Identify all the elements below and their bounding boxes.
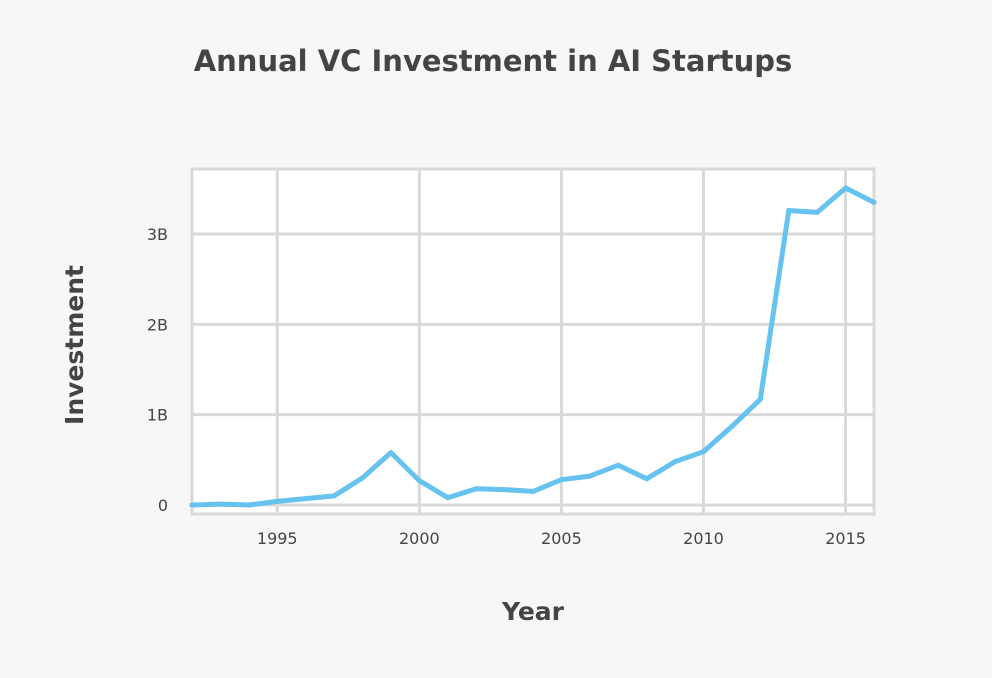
data-point [558,477,564,483]
data-point [416,478,422,484]
data-point [303,496,309,502]
x-tick-label: 1995 [257,529,298,548]
data-point [217,501,223,507]
x-tick-labels: 1995 2000 2005 2010 2015 [257,529,866,548]
data-point [530,488,536,494]
data-point [672,459,678,465]
data-point [729,423,735,429]
data-point [445,495,451,501]
chart-title: Annual VC Investment in AI Startups [194,44,793,78]
data-point [587,473,593,479]
x-tick-label: 2000 [399,529,440,548]
y-tick-label: 0 [158,496,168,515]
plot-area [190,167,876,516]
data-point [757,396,763,402]
x-tick-label: 2005 [541,529,582,548]
data-point [502,487,508,493]
data-point [189,502,195,508]
y-tick-label: 3B [147,225,168,244]
data-point [786,208,792,214]
data-point [331,493,337,499]
series-layer [189,185,877,508]
y-tick-labels: 0 1B 2B 3B [147,225,168,515]
y-tick-label: 2B [147,315,168,334]
data-point [814,209,820,215]
data-point [246,502,252,508]
y-axis-title: Investment [60,265,89,425]
x-axis-title: Year [501,597,565,626]
x-tick-label: 2015 [825,529,866,548]
data-point [388,450,394,456]
data-point [274,498,280,504]
x-tick-label: 2010 [683,529,724,548]
x-gridlines [275,169,848,514]
y-gridlines [192,232,874,507]
data-point [360,475,365,481]
data-point [843,185,849,191]
data-point [473,486,479,492]
data-point [644,476,650,482]
y-tick-label: 1B [147,406,168,425]
data-point [701,449,706,455]
data-point [615,462,621,468]
data-point [871,199,877,205]
